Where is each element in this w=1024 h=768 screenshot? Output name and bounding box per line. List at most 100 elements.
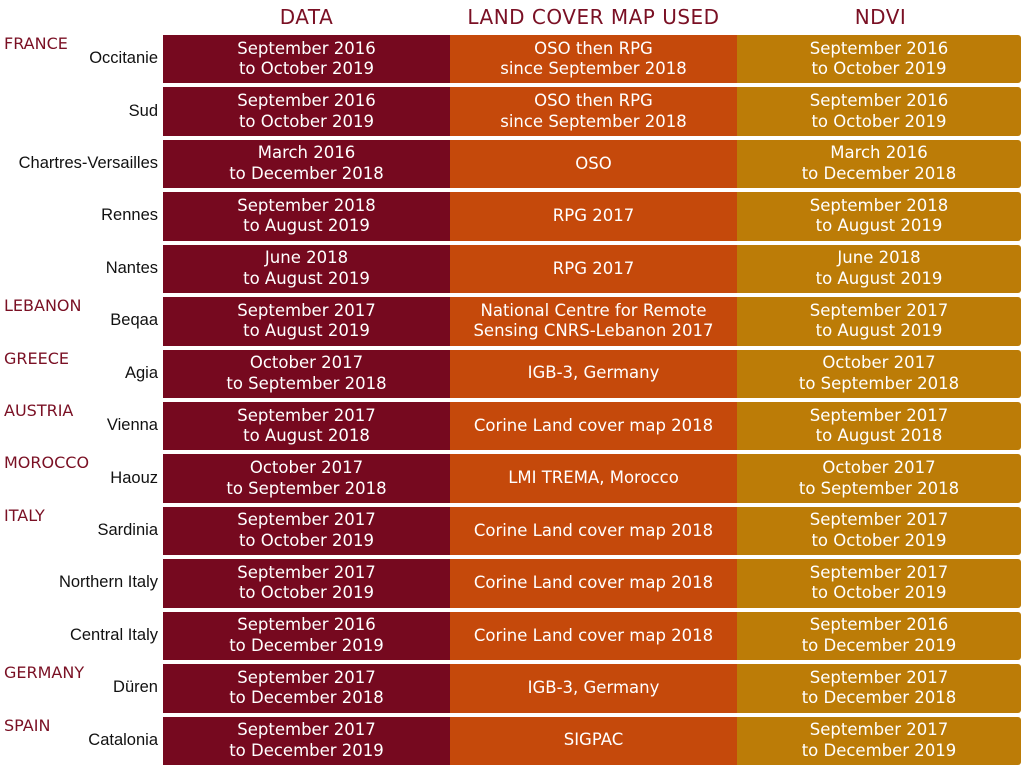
region-label: Haouz — [110, 468, 158, 487]
cell-line: September 2017 — [809, 562, 949, 582]
ndvi-period-cell: October 2017 to September 2018 — [737, 349, 1021, 398]
cell-line: September 2017 — [809, 720, 949, 740]
land-cover-map-cell: IGB-3, Germany — [450, 664, 737, 713]
cell-line: September 2017 — [809, 405, 949, 425]
country-label: SPAIN — [4, 715, 51, 735]
cell-line: Corine Land cover map 2018 — [473, 573, 714, 593]
cell-line: September 2016 — [809, 91, 949, 110]
data-period-cell: October 2017 to September 2018 — [163, 454, 450, 503]
land-cover-map-cell: Corine Land cover map 2018 — [450, 559, 737, 608]
cell-line: to October 2019 — [811, 583, 947, 603]
cell-line: to December 2019 — [229, 740, 384, 760]
table-row: ITALY Sardinia September 2017 to October 20… — [0, 506, 1024, 558]
region-label: Northern Italy — [58, 573, 158, 592]
cell-line: Corine Land cover map 2018 — [473, 520, 714, 540]
cell-line: September 2017 — [237, 667, 376, 687]
cell-line: to September 2018 — [226, 373, 387, 393]
data-period-cell: September 2017 to October 2019 — [163, 559, 450, 608]
cell-line: to August 2019 — [815, 216, 943, 236]
land-cover-map-cell: Corine Land cover map 2018 — [450, 401, 737, 451]
cell-line: SIGPAC — [563, 730, 624, 750]
table-row: Sud September 2016 to October 2019 OSO then… — [0, 86, 1024, 138]
cell-line: since September 2018 — [500, 59, 687, 79]
cell-line: to October 2019 — [238, 111, 375, 131]
data-period-cell: September 2016 to October 2019 — [163, 87, 450, 136]
ndvi-period-cell: September 2017 to December 2018 — [737, 664, 1021, 713]
cell-line: October 2017 — [822, 353, 936, 373]
cell-line: September 2016 — [809, 615, 949, 635]
cell-line: September 2017 — [809, 300, 949, 320]
land-cover-map-cell: SIGPAC — [450, 716, 737, 765]
header-ndvi: NDVI — [854, 5, 907, 29]
region-label: Rennes — [101, 206, 158, 225]
cell-line: September 2016 — [809, 38, 949, 58]
cell-line: September 2017 — [809, 667, 949, 687]
cell-line: LMI TREMA, Morocco — [508, 468, 679, 488]
table-row: Chartres-Versailles March 2016 to December… — [0, 139, 1024, 191]
region-label: Central Italy — [69, 625, 158, 644]
region-label: Occitanie — [89, 49, 158, 68]
cell-line: September 2017 — [237, 300, 376, 320]
cell-line: October 2017 — [822, 458, 936, 477]
cell-line: OSO — [575, 153, 612, 173]
cell-line: September 2017 — [237, 405, 376, 425]
cell-line: September 2016 — [237, 38, 376, 58]
ndvi-period-cell: September 2017 to August 2019 — [737, 297, 1021, 346]
cell-line: to September 2018 — [226, 478, 387, 498]
land-cover-map-cell: OSO then RPG since September 2018 — [450, 87, 737, 136]
cell-line: June 2018 — [837, 248, 921, 268]
table-row: LEBANON Beqaa September 2017 to August 2019… — [0, 296, 1024, 348]
ndvi-period-cell: October 2017 to September 2018 — [737, 454, 1021, 503]
cell-line: March 2016 — [257, 143, 356, 163]
cell-line: OSO then RPG — [534, 38, 653, 58]
country-label: LEBANON — [4, 296, 82, 316]
cell-line: September 2017 — [237, 510, 376, 530]
table-row: Northern Italy September 2017 to October 2… — [0, 558, 1024, 610]
cell-line: to December 2018 — [229, 688, 384, 708]
cell-line: to September 2018 — [798, 373, 960, 393]
header-land-cover-map: LAND COVER MAP USED — [467, 5, 720, 29]
cell-line: October 2017 — [249, 353, 364, 373]
cell-line: September 2018 — [809, 195, 949, 215]
land-cover-map-cell: OSO then RPG since September 2018 — [450, 35, 737, 84]
country-label: GREECE — [4, 348, 70, 368]
data-period-cell: September 2018 to August 2019 — [163, 192, 450, 241]
ndvi-period-cell: September 2017 to August 2018 — [737, 401, 1021, 451]
region-label: Düren — [113, 678, 158, 697]
ndvi-period-cell: September 2017 to December 2019 — [737, 716, 1021, 765]
land-cover-map-cell: Corine Land cover map 2018 — [450, 506, 737, 556]
data-period-cell: September 2017 to December 2018 — [163, 664, 450, 713]
table-row: MOROCCO Haouz October 2017 to September 201… — [0, 453, 1024, 505]
data-period-cell: October 2017 to September 2018 — [163, 349, 450, 398]
table-row: FRANCE Occitanie September 2016 to October … — [0, 34, 1024, 86]
ndvi-period-cell: September 2016 to October 2019 — [737, 87, 1021, 136]
ndvi-period-cell: September 2016 to October 2019 — [737, 35, 1021, 84]
country-label: MOROCCO — [4, 453, 90, 473]
cell-line: Sensing CNRS-Lebanon 2017 — [473, 321, 714, 341]
cell-line: Corine Land cover map 2018 — [473, 415, 714, 435]
cell-line: to October 2019 — [238, 583, 375, 603]
cell-line: to August 2019 — [243, 216, 370, 236]
cell-line: October 2017 — [249, 458, 364, 477]
ndvi-period-cell: June 2018 to August 2019 — [737, 244, 1021, 294]
data-period-cell: September 2017 to August 2018 — [163, 401, 450, 451]
region-label: Beqaa — [110, 311, 158, 330]
header-data: DATA — [279, 5, 334, 29]
cell-line: to October 2019 — [811, 111, 947, 131]
region-label: Vienna — [106, 416, 158, 435]
cell-line: to December 2018 — [801, 688, 957, 708]
cell-line: since September 2018 — [500, 111, 687, 131]
region-label: Catalonia — [88, 730, 158, 749]
country-label: ITALY — [4, 505, 45, 525]
region-label: Sardinia — [97, 521, 158, 540]
cell-line: September 2018 — [237, 195, 376, 215]
cell-line: to October 2019 — [238, 59, 375, 79]
cell-line: RPG 2017 — [552, 206, 635, 226]
data-table: FRANCE Occitanie September 2016 to October … — [0, 34, 1024, 768]
data-period-cell: September 2016 to December 2019 — [163, 611, 450, 661]
cell-line: March 2016 — [830, 143, 928, 163]
cell-line: OSO then RPG — [534, 91, 653, 110]
table-row: Rennes September 2018 to August 2019 RPG 20… — [0, 191, 1024, 243]
table-row: GREECE Agia October 2017 to September 2018 I… — [0, 349, 1024, 401]
cell-line: June 2018 — [264, 248, 349, 268]
